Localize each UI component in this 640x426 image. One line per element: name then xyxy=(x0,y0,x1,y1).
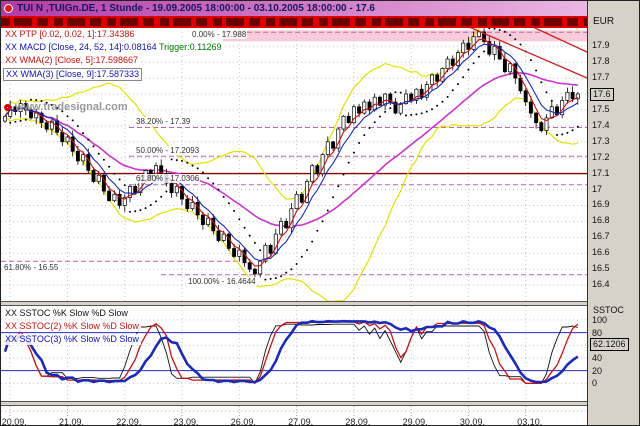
date-label: 30.09. xyxy=(459,417,485,426)
date-label: 29.09. xyxy=(402,417,428,426)
price-tick: 16.5 xyxy=(592,263,610,274)
window-icon xyxy=(4,4,13,13)
main-chart-panel[interactable]: XX PTP [0.02, 0.02, 1]:17.34386 XX MACD … xyxy=(1,16,587,301)
watermark-text: www.tradesignal.com xyxy=(15,101,128,113)
fib-label-50: 50.00% - 17.2093 xyxy=(135,146,201,155)
sstoc-panel[interactable]: XX SSTOC %K Slow %D Slow XX SSTOC(2) %K … xyxy=(1,306,587,401)
date-label: 22.09. xyxy=(116,417,142,426)
price-tick: 17.8 xyxy=(592,56,610,67)
date-label: 03.10. xyxy=(517,417,543,426)
price-tick: 17.4 xyxy=(592,119,610,130)
legend-sstoc2[interactable]: XX SSTOC(2) %K Slow %D Slow xyxy=(3,321,141,332)
sstoc-axis-title: SSTOC xyxy=(593,305,624,315)
tradesignal-logo-icon xyxy=(4,103,11,111)
news-ticker xyxy=(1,16,587,28)
date-label: 23.09. xyxy=(173,417,199,426)
bottom-strip-canvas xyxy=(1,406,587,416)
panel-splitter-2[interactable] xyxy=(1,401,587,406)
sstoc-tick: 0 xyxy=(592,378,598,389)
sstoc-tick: 80 xyxy=(592,327,603,338)
price-axis: 17.9 17.8 17.7 17.6 17.5 17.4 17.3 17.2 17.1 17 16… xyxy=(588,1,639,425)
legend-sstoc1[interactable]: XX SSTOC %K Slow %D Slow xyxy=(3,308,130,319)
fib-label-0: 0.00% - 17.988 xyxy=(191,30,248,39)
sstoc-tick: 40 xyxy=(592,352,603,363)
sstoc-tick: 100 xyxy=(592,314,608,325)
sstoc-tick: 20 xyxy=(592,365,603,376)
watermark: www.tradesignal.com xyxy=(4,101,128,113)
price-tick: 17.3 xyxy=(592,135,610,146)
date-label: 26.09. xyxy=(230,417,256,426)
sstoc-current-value: 62.1206 xyxy=(590,337,629,351)
time-axis[interactable]: 20.09. 21.09. 22.09. 23.09. 26.09. 27.09. 28.0… xyxy=(1,416,587,426)
legend-macd-value: XX MACD [Close, 24, 52, 14]:0.08164 xyxy=(5,42,157,52)
fib-label-618: 61.80% - 17.0306 xyxy=(135,174,201,183)
panel-splitter-1[interactable] xyxy=(1,301,587,306)
price-tick: 16.7 xyxy=(592,231,610,242)
price-tick: 16.8 xyxy=(592,215,610,226)
legend-ptp[interactable]: XX PTP [0.02, 0.02, 1]:17.34386 xyxy=(3,29,137,40)
legend-sstoc3[interactable]: XX SSTOC(3) %K Slow %D Slow xyxy=(3,334,141,345)
date-label: 27.09. xyxy=(288,417,314,426)
price-tick: 16.6 xyxy=(592,247,610,258)
date-label: 21.09. xyxy=(58,417,84,426)
price-tick: 17 xyxy=(592,183,603,194)
price-tick: 17.5 xyxy=(592,103,610,114)
legend-wma2[interactable]: XX WMA(2) [Close, 5]:17.598667 xyxy=(3,55,141,66)
price-tick: 17.1 xyxy=(592,167,610,178)
date-label: 20.09. xyxy=(1,417,27,426)
price-tick: 16.4 xyxy=(592,279,610,290)
bottom-strip xyxy=(1,406,587,416)
legend-wma3[interactable]: XX WMA(3) [Close, 9]:17.587333 xyxy=(3,68,143,81)
title-bar[interactable]: TUI N ,TUIGn.DE, 1 Stunde - 19.09.2005 1… xyxy=(1,1,587,16)
price-tick: 17.7 xyxy=(592,72,610,83)
price-tick: 17.6 xyxy=(590,88,614,102)
price-tick: 17.9 xyxy=(592,40,610,51)
fib-label-382: 38.20% - 17.39 xyxy=(135,117,192,126)
price-tick: 16.9 xyxy=(592,199,610,210)
currency-label: EUR xyxy=(593,16,615,27)
date-label: 28.09. xyxy=(345,417,371,426)
sstoc-canvas[interactable] xyxy=(1,306,587,401)
main-chart-canvas[interactable] xyxy=(1,16,587,301)
legend-macd[interactable]: XX MACD [Close, 24, 52, 14]:0.08164 Trig… xyxy=(3,42,224,53)
fib-label-100: 100.00% - 16.4644 xyxy=(187,277,257,286)
sstoc-axis: 100 80 40 20 0 62.1206 xyxy=(588,1,639,425)
fib-label-618b: 61.80% - 16.55 xyxy=(3,263,60,272)
window-title: TUI N ,TUIGn.DE, 1 Stunde - 19.09.2005 1… xyxy=(17,3,375,14)
price-tick: 17.2 xyxy=(592,151,610,162)
price-axis-column[interactable]: EUR 17.9 17.8 17.7 17.6 17.5 17.4 17.3 17.2 17.1… xyxy=(587,1,639,425)
legend-macd-trigger: Trigger:0.11269 xyxy=(158,42,222,52)
